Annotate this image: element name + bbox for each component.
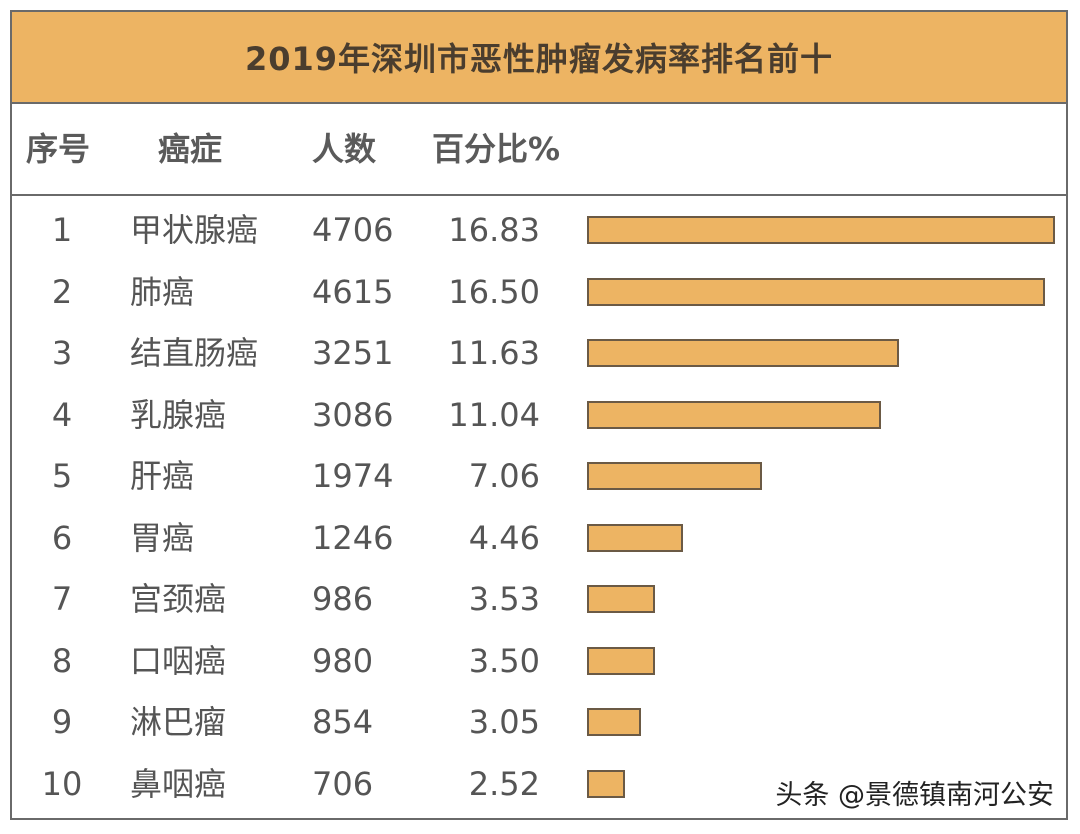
table-row: 3 结直肠癌 3251 11.63: [12, 323, 1066, 384]
header-count: 人数: [312, 130, 377, 168]
rank-cell: 8: [51, 641, 73, 680]
bar-2: [587, 277, 1046, 306]
rank-cell: 3: [51, 334, 73, 372]
cancer-name-cell: 宫颈癌: [130, 580, 227, 618]
count-cell: 4615: [312, 272, 394, 311]
table-row: 2 肺癌 4615 16.50: [12, 262, 1066, 323]
rank-cell: 6: [51, 518, 73, 557]
cancer-name-cell: 肺癌: [130, 272, 195, 311]
table-row: 6 胃癌 1246 4.46: [12, 508, 1066, 569]
bar-6: [587, 523, 684, 552]
percent-cell: 3.50: [468, 641, 540, 680]
count-cell: 986: [312, 580, 374, 618]
bar-5: [587, 462, 762, 490]
title-band: 2019年深圳市恶性肿瘤发病率排名前十: [12, 12, 1066, 104]
table-row: 1 甲状腺癌 4706 16.83: [12, 200, 1066, 261]
cancer-name-cell: 口咽癌: [130, 641, 227, 680]
percent-cell: 3.05: [468, 703, 540, 741]
watermark: 头条 @景德镇南河公安: [775, 780, 1054, 811]
count-cell: 706: [312, 764, 374, 803]
cancer-name-cell: 淋巴瘤: [130, 703, 227, 741]
cancer-name-cell: 乳腺癌: [130, 395, 227, 434]
rank-cell: 2: [51, 272, 73, 311]
bar-3: [587, 339, 899, 367]
cancer-name-cell: 鼻咽癌: [130, 764, 227, 803]
percent-cell: 16.50: [448, 272, 540, 311]
table-row: 9 淋巴瘤 854 3.05: [12, 692, 1066, 753]
percent-cell: 7.06: [468, 457, 540, 495]
rank-cell: 4: [51, 395, 73, 434]
bar-1: [587, 216, 1055, 244]
rank-cell: 5: [51, 457, 73, 495]
count-cell: 980: [312, 641, 374, 680]
percent-cell: 11.04: [448, 395, 540, 434]
table-row: 8 口咽癌 980 3.50: [12, 631, 1066, 692]
bar-8: [587, 646, 655, 675]
count-cell: 3086: [312, 395, 394, 434]
bar-9: [587, 708, 642, 736]
chart-title: 2019年深圳市恶性肿瘤发病率排名前十: [244, 40, 834, 78]
percent-cell: 11.63: [448, 334, 540, 372]
header-cancer: 癌症: [158, 130, 223, 168]
bar-4: [587, 400, 882, 429]
column-header-row: 序号 癌症 人数 百分比%: [12, 104, 1066, 196]
header-rank: 序号: [26, 130, 91, 168]
table-row: 7 宫颈癌 986 3.53: [12, 569, 1066, 630]
cancer-name-cell: 肝癌: [130, 457, 195, 495]
count-cell: 1246: [312, 518, 394, 557]
table-row: 5 肝癌 1974 7.06: [12, 446, 1066, 507]
percent-cell: 3.53: [468, 580, 540, 618]
count-cell: 4706: [312, 211, 394, 249]
cancer-name-cell: 胃癌: [130, 518, 195, 557]
rank-cell: 10: [41, 764, 83, 803]
count-cell: 854: [312, 703, 374, 741]
rank-cell: 1: [51, 211, 73, 249]
percent-cell: 4.46: [468, 518, 540, 557]
table-row: 10 鼻咽癌 706 2.52: [12, 754, 1066, 815]
count-cell: 3251: [312, 334, 394, 372]
table-row: 4 乳腺癌 3086 11.04: [12, 385, 1066, 446]
rank-cell: 7: [51, 580, 73, 618]
chart-frame: 2019年深圳市恶性肿瘤发病率排名前十 序号 癌症 人数 百分比% 1 甲状腺癌 4…: [10, 10, 1068, 820]
cancer-name-cell: 甲状腺癌: [130, 211, 259, 249]
bar-10: [587, 769, 626, 798]
rank-cell: 9: [51, 703, 73, 741]
bar-7: [587, 585, 656, 613]
header-percent: 百分比%: [432, 130, 561, 168]
count-cell: 1974: [312, 457, 394, 495]
percent-cell: 2.52: [468, 764, 540, 803]
cancer-name-cell: 结直肠癌: [130, 334, 259, 372]
percent-cell: 16.83: [448, 211, 540, 249]
